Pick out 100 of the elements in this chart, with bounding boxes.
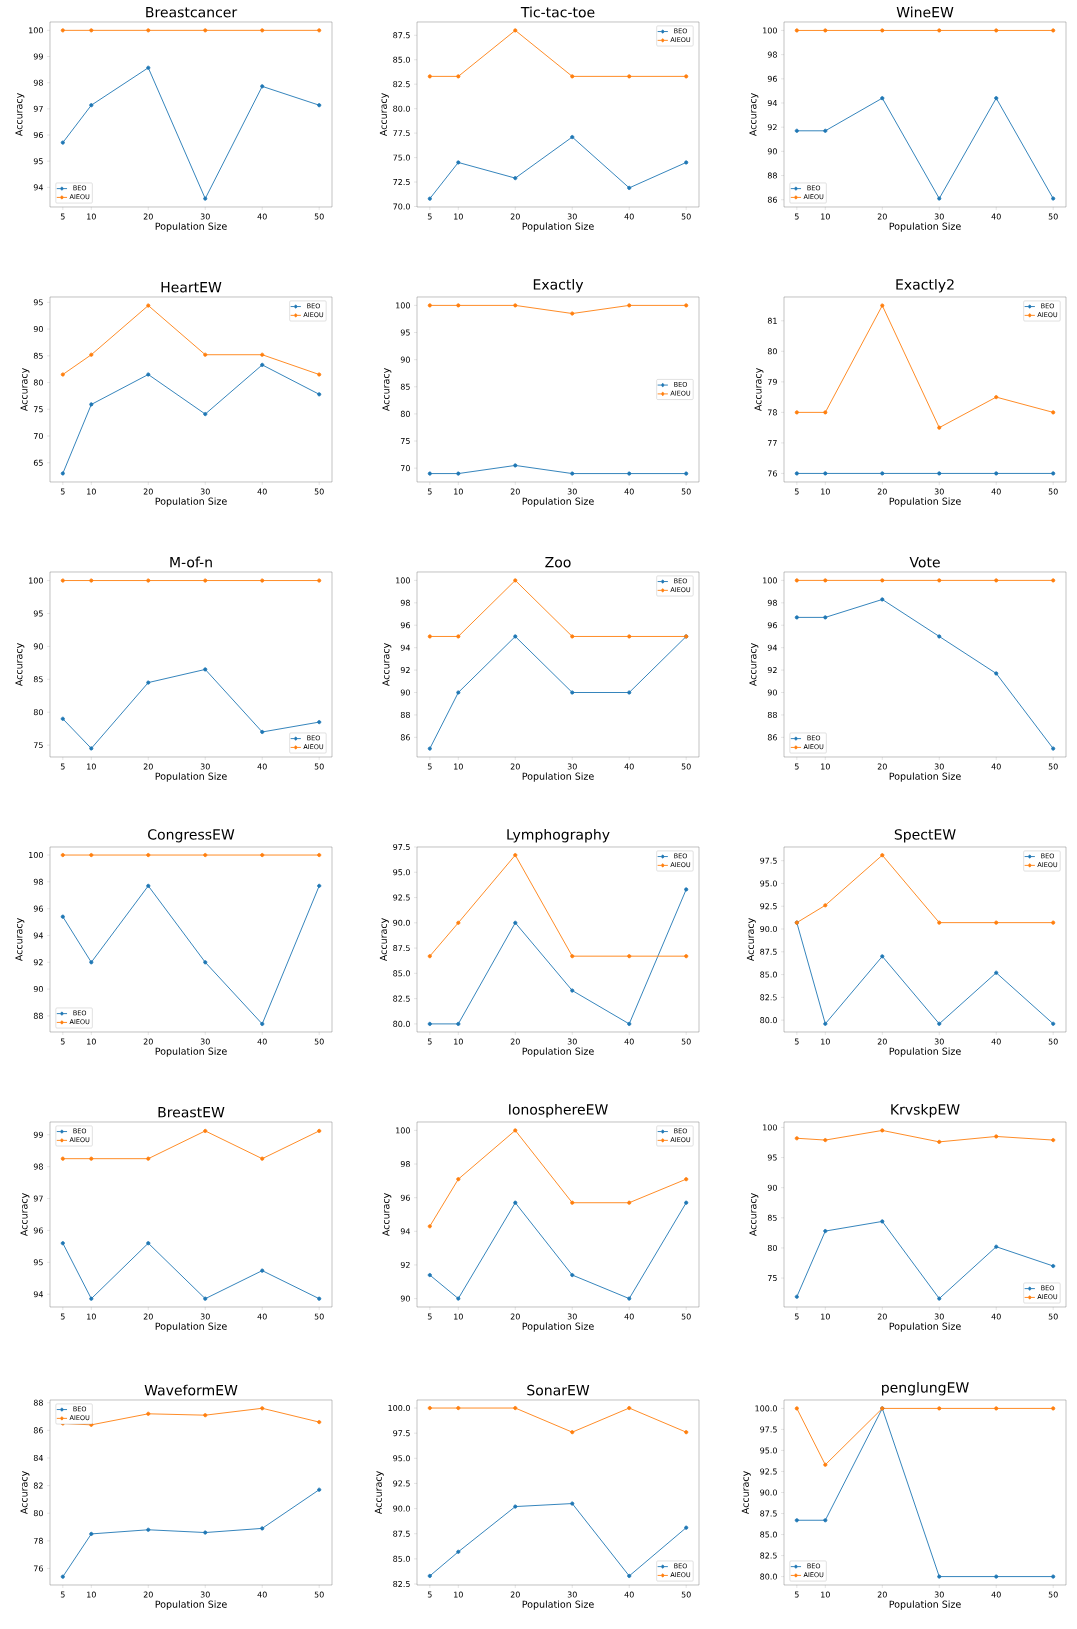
y-tick-label: 96 <box>400 1194 410 1201</box>
point <box>513 1504 518 1509</box>
point <box>1051 1021 1056 1026</box>
y-tick-label: 92.5 <box>760 1468 777 1475</box>
y-tick-label: 82.5 <box>393 81 410 88</box>
x-tick-label: 40 <box>991 763 1001 770</box>
y-tick-label: 80 <box>400 410 410 417</box>
x-axis-title: Population Size <box>522 1322 594 1332</box>
chart-title: penglungEW <box>882 1381 969 1396</box>
y-tick-label: 85.0 <box>393 970 410 977</box>
y-axis-title: Accuracy <box>379 93 389 137</box>
x-tick-label: 40 <box>991 488 1001 495</box>
point <box>146 852 151 858</box>
point <box>823 28 828 33</box>
point <box>203 1413 208 1418</box>
y-axis-title: Accuracy <box>741 1471 751 1515</box>
x-tick-label: 10 <box>821 1038 830 1045</box>
y-tick-label: 100 <box>396 1127 410 1134</box>
y-tick-label: 80 <box>33 379 43 386</box>
x-tick-label: 50 <box>314 763 324 770</box>
point <box>627 634 632 639</box>
x-tick-label: 30 <box>567 488 577 495</box>
point <box>456 303 461 308</box>
x-tick-label: 10 <box>87 1591 96 1598</box>
point <box>880 954 885 959</box>
x-tick-label: 50 <box>681 213 691 220</box>
y-tick-label: 77.5 <box>393 130 410 137</box>
y-tick-label: 96 <box>767 75 777 82</box>
point <box>456 1177 461 1182</box>
x-tick-label: 10 <box>821 1313 830 1320</box>
point <box>937 1139 942 1144</box>
x-tick-label: 10 <box>87 213 96 220</box>
point <box>146 1411 151 1416</box>
y-tick-label: 70 <box>33 432 43 440</box>
y-tick-label: 78 <box>33 1537 43 1544</box>
point <box>513 634 518 639</box>
y-axis-title: Accuracy <box>382 643 392 687</box>
chart-title: M-of-n <box>170 556 212 568</box>
point <box>203 1128 208 1133</box>
x-tick-label: 10 <box>87 763 96 770</box>
x-tick-label: 10 <box>821 1591 830 1598</box>
x-axis-title: Population Size <box>889 1047 961 1057</box>
point <box>823 410 828 415</box>
x-tick-label: 5 <box>60 213 65 220</box>
y-tick-label: 90.0 <box>393 1505 410 1512</box>
point <box>260 1406 265 1411</box>
y-tick-label: 85.0 <box>393 1555 410 1562</box>
x-tick-label: 20 <box>877 763 887 770</box>
x-tick-label: 50 <box>314 1038 324 1045</box>
point <box>203 667 208 672</box>
y-tick-label: 90.0 <box>760 1489 777 1496</box>
x-tick-label: 10 <box>821 488 830 495</box>
point <box>994 671 999 676</box>
point <box>260 352 265 357</box>
point <box>627 690 632 695</box>
y-axis-title: Accuracy <box>749 1193 759 1237</box>
y-axis-title: Accuracy <box>749 643 759 687</box>
x-tick-label: 20 <box>877 1038 887 1045</box>
y-tick-label: 100 <box>763 27 777 34</box>
chart-title: BreastEW <box>158 1107 225 1118</box>
point <box>937 28 942 33</box>
y-tick-label: 95.0 <box>393 869 410 876</box>
point <box>513 1405 518 1411</box>
point <box>89 352 94 357</box>
point <box>627 1021 632 1026</box>
x-tick-label: 5 <box>60 1313 65 1320</box>
point <box>456 1549 461 1554</box>
x-tick-label: 40 <box>624 1038 634 1045</box>
y-tick-label: 75 <box>33 406 43 413</box>
point <box>89 1156 94 1161</box>
y-tick-label: 86 <box>767 734 777 741</box>
point <box>627 303 632 308</box>
x-tick-label: 10 <box>454 213 463 220</box>
point <box>994 920 999 925</box>
point <box>456 1021 461 1026</box>
point <box>684 1177 689 1182</box>
point <box>260 84 265 89</box>
x-tick-label: 10 <box>454 1038 463 1045</box>
x-axis-title: Population Size <box>522 497 594 507</box>
point <box>513 463 518 468</box>
point <box>427 303 432 308</box>
y-tick-label: 95 <box>33 299 43 306</box>
point <box>317 392 322 397</box>
x-tick-label: 5 <box>427 213 432 220</box>
y-tick-label: 90 <box>767 148 777 155</box>
point <box>456 920 461 925</box>
chart-title: KrvskpEW <box>891 1103 960 1118</box>
y-tick-label: 90 <box>33 326 43 333</box>
point <box>880 578 885 583</box>
point <box>880 28 885 33</box>
y-tick-label: 96 <box>400 622 410 629</box>
y-tick-label: 90 <box>400 356 410 363</box>
chart-title: Lymphography <box>507 828 610 843</box>
point <box>89 402 94 407</box>
x-tick-label: 20 <box>877 488 887 495</box>
y-tick-label: 85.0 <box>760 971 777 978</box>
y-tick-label: 97.5 <box>760 1426 777 1433</box>
point <box>794 471 799 476</box>
x-tick-label: 20 <box>877 1591 887 1598</box>
point <box>317 883 322 888</box>
